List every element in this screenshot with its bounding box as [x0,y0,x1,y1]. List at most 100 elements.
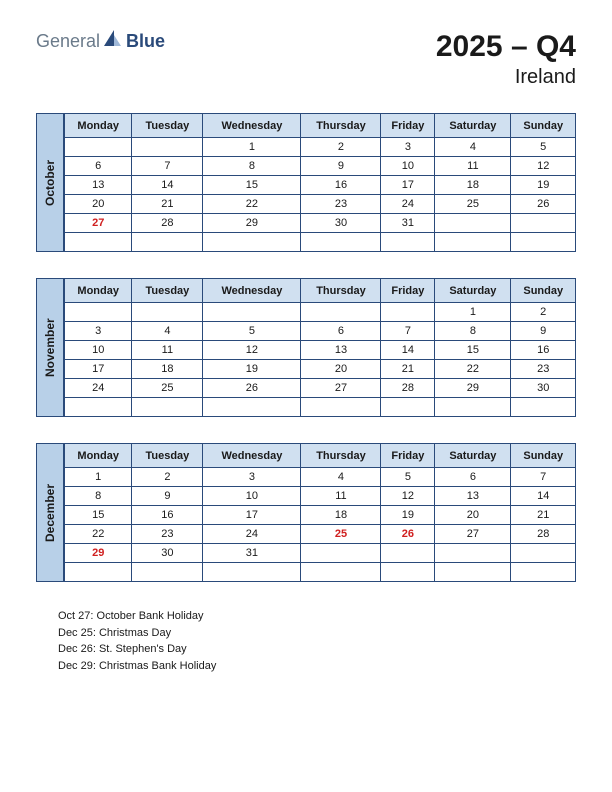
weekday-header: Wednesday [203,444,301,468]
calendar-cell: 12 [203,341,301,360]
calendar-cell: 19 [381,506,435,525]
title-main: 2025 – Q4 [436,30,576,64]
weekday-header: Sunday [511,114,576,138]
calendar-cell: 3 [65,322,132,341]
calendar-cell: 4 [435,138,511,157]
calendar-cell [132,233,203,252]
calendar-cell: 10 [203,487,301,506]
calendar-cell: 25 [132,379,203,398]
calendar-row: 13141516171819 [65,176,576,195]
logo-mark-icon [104,30,122,53]
weekday-header: Wednesday [203,114,301,138]
calendar-cell: 14 [132,176,203,195]
calendar-cell [65,138,132,157]
calendar-cell [381,544,435,563]
calendar-cell: 20 [65,195,132,214]
calendar-cell: 18 [301,506,381,525]
calendar-row: 12 [65,303,576,322]
calendar-cell: 18 [132,360,203,379]
calendar-cell [132,303,203,322]
calendar-cell: 29 [203,214,301,233]
calendar-cell: 29 [65,544,132,563]
calendar-row: 6789101112 [65,157,576,176]
calendar-cell [301,544,381,563]
calendar-row: 2728293031 [65,214,576,233]
calendar-cell: 9 [511,322,576,341]
calendar-cell: 5 [381,468,435,487]
logo-text-blue: Blue [126,31,165,52]
calendar-row: 10111213141516 [65,341,576,360]
calendar-cell: 3 [203,468,301,487]
page-header: General Blue 2025 – Q4 Ireland [36,30,576,89]
calendar-cell: 19 [203,360,301,379]
calendar-month: DecemberMondayTuesdayWednesdayThursdayFr… [36,443,576,582]
calendar-cell: 16 [132,506,203,525]
calendar-cell [203,233,301,252]
calendar-cell: 8 [65,487,132,506]
calendar-cell [132,563,203,582]
calendar-cell: 28 [381,379,435,398]
calendar-cell [203,563,301,582]
calendar-row: 1234567 [65,468,576,487]
calendar-cell [65,398,132,417]
calendar-cell [65,563,132,582]
calendar-cell: 23 [301,195,381,214]
calendar-cell [132,398,203,417]
calendar-row: 891011121314 [65,487,576,506]
calendar-cell [435,233,511,252]
holiday-entry: Dec 25: Christmas Day [58,625,576,642]
calendar-cell: 31 [203,544,301,563]
calendar-cell: 24 [203,525,301,544]
weekday-header: Tuesday [132,279,203,303]
calendar-cell: 14 [381,341,435,360]
calendar-cell [301,233,381,252]
weekday-header: Thursday [301,279,381,303]
logo: General Blue [36,30,165,53]
calendar-cell [381,563,435,582]
calendar-cell: 24 [381,195,435,214]
weekday-header: Saturday [435,114,511,138]
calendar-cell: 15 [65,506,132,525]
calendar-cell: 22 [65,525,132,544]
calendar-cell [511,233,576,252]
weekday-header: Friday [381,279,435,303]
month-sidebar: December [36,443,64,582]
calendar-row [65,233,576,252]
calendar-cell: 11 [132,341,203,360]
calendar-cell: 20 [435,506,511,525]
calendar-cell: 26 [511,195,576,214]
holiday-entry: Dec 26: St. Stephen's Day [58,641,576,658]
calendar-cell: 25 [435,195,511,214]
calendar-cell [435,398,511,417]
calendar-cell: 27 [301,379,381,398]
calendar-cell [65,303,132,322]
calendar-cell: 7 [511,468,576,487]
calendar-cell: 28 [511,525,576,544]
calendar-row: 15161718192021 [65,506,576,525]
calendar-cell [203,398,301,417]
calendar-cell: 26 [203,379,301,398]
calendar-row: 3456789 [65,322,576,341]
calendar-row: 24252627282930 [65,379,576,398]
calendar-cell: 13 [301,341,381,360]
calendar-cell: 19 [511,176,576,195]
calendar-cell [381,233,435,252]
calendar-cell: 5 [203,322,301,341]
calendar-grid: MondayTuesdayWednesdayThursdayFridaySatu… [64,113,576,252]
weekday-header: Tuesday [132,114,203,138]
calendar-cell: 12 [511,157,576,176]
weekday-header: Saturday [435,444,511,468]
calendar-cell: 22 [203,195,301,214]
calendar-cell: 31 [381,214,435,233]
calendar-cell: 25 [301,525,381,544]
holiday-entry: Dec 29: Christmas Bank Holiday [58,658,576,675]
calendar-cell: 11 [301,487,381,506]
calendar-cell: 12 [381,487,435,506]
calendar-cell: 14 [511,487,576,506]
calendar-cell: 30 [132,544,203,563]
calendar-cell [511,563,576,582]
calendar-cell [511,398,576,417]
calendar-row: 20212223242526 [65,195,576,214]
holiday-entry: Oct 27: October Bank Holiday [58,608,576,625]
calendar-cell: 21 [381,360,435,379]
